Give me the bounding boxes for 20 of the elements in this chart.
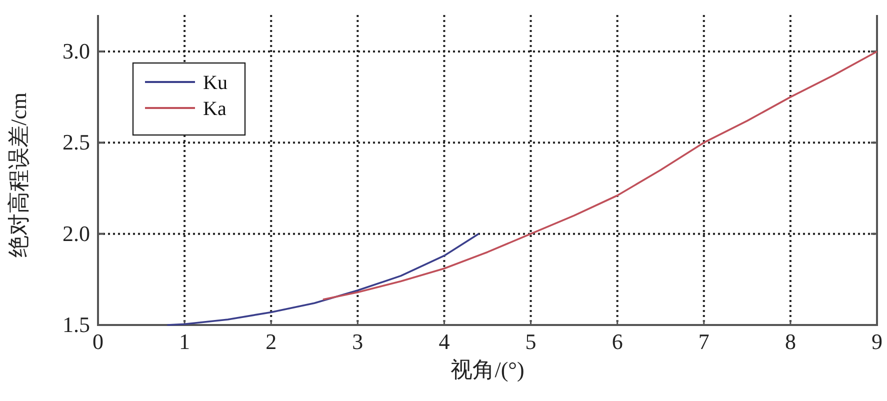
x-tick-label: 2 <box>266 329 277 354</box>
y-axis-title: 绝对高程误差/cm <box>6 92 31 258</box>
x-tick-label: 4 <box>438 329 450 354</box>
line-series <box>322 50 878 300</box>
y-tick-label: 3.0 <box>62 38 90 64</box>
legend-label: Ka <box>203 98 226 120</box>
line-series <box>166 232 480 326</box>
legend-label: Ku <box>203 72 228 94</box>
x-tick-label: 0 <box>92 329 104 354</box>
x-tick-label: 1 <box>179 329 190 354</box>
y-tick-label: 2.0 <box>62 220 90 246</box>
x-tick-label: 9 <box>872 329 882 354</box>
x-tick-label: 7 <box>698 329 710 354</box>
x-tick-label: 6 <box>612 329 623 354</box>
y-tick-label: 2.5 <box>62 130 90 155</box>
x-tick-label: 3 <box>352 329 364 354</box>
x-axis-title: 视角/(°) <box>450 357 524 382</box>
x-tick-label: 8 <box>784 329 796 354</box>
x-tick-label: 5 <box>525 329 536 354</box>
y-tick-label: 1.5 <box>62 312 90 337</box>
